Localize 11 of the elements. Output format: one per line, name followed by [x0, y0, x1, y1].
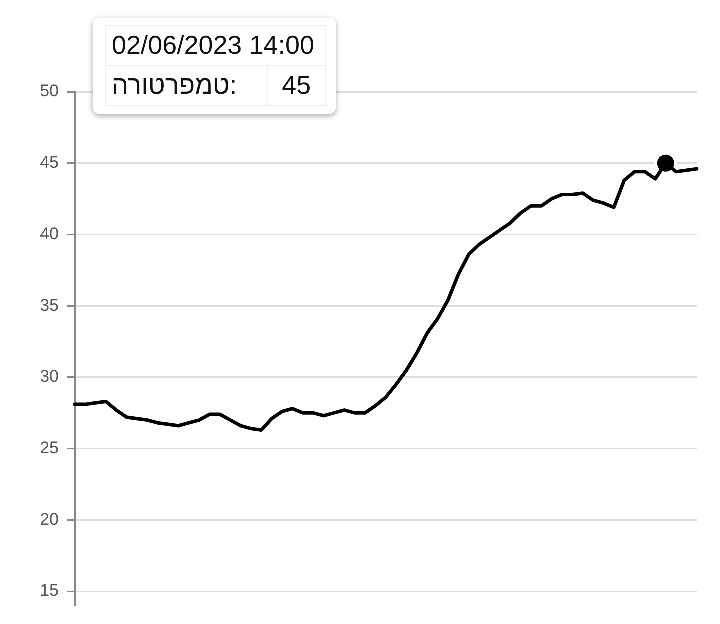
y-tick-label: 40: [40, 224, 59, 244]
y-tick-label: 45: [40, 153, 59, 172]
y-tick-label: 35: [40, 296, 59, 315]
text: 02/06/2023 14:00: [106, 26, 326, 66]
y-tick-label: 20: [40, 510, 59, 529]
y-tick-label: 25: [40, 438, 59, 458]
y-tick-label: 50: [40, 82, 59, 101]
y-tick-label: 15: [40, 581, 59, 600]
annotation: טמפרטורה:: [106, 66, 268, 106]
annotation: 45: [268, 66, 326, 106]
y-tick-label: 30: [40, 367, 59, 386]
